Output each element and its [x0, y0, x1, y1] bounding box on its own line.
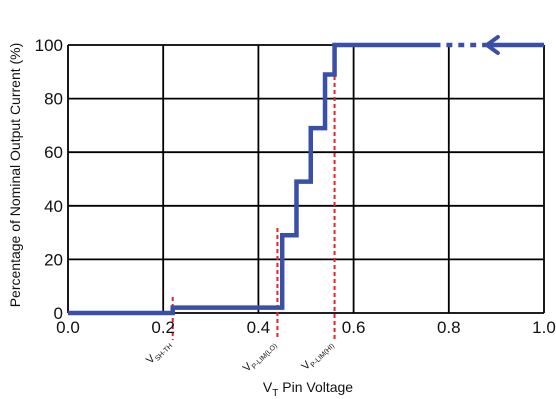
- series-group: [68, 35, 544, 316]
- y-tick-label: 20: [44, 250, 63, 269]
- marker-annotations: VSH-TH VP-LIM(LO) VP-LIM(HI): [144, 338, 337, 376]
- grid-lines: [67, 44, 545, 314]
- x-tick-label: 0.6: [342, 318, 366, 337]
- x-tick-labels: 0.0 0.2 0.4 0.6 0.8 1.0: [56, 318, 556, 337]
- y-tick-label: 100: [35, 36, 63, 55]
- dash-gap: [464, 41, 471, 49]
- y-tick-label: 0: [54, 304, 63, 323]
- x-tick-label: 0.2: [151, 318, 175, 337]
- dash-gap: [440, 41, 447, 49]
- marker-label: VP-LIM(HI): [300, 338, 337, 375]
- y-axis-label: Percentage of Nominal Output Current (%): [7, 43, 23, 308]
- x-axis-label: VT Pin Voltage: [263, 379, 353, 399]
- y-tick-label: 60: [44, 143, 63, 162]
- marker-label: VSH-TH: [144, 338, 174, 368]
- marker-label: VP-LIM(LO): [241, 338, 279, 376]
- y-tick-labels: 0 20 40 60 80 100: [35, 36, 63, 323]
- x-tick-label: 0.8: [437, 318, 461, 337]
- x-tick-label: 0.0: [56, 318, 80, 337]
- series-line: [68, 42, 544, 316]
- arrow-head: [483, 35, 500, 55]
- x-tick-label: 1.0: [532, 318, 556, 337]
- y-tick-label: 40: [44, 197, 63, 216]
- threshold-markers: [171, 76, 336, 340]
- y-tick-label: 80: [44, 90, 63, 109]
- dash-gap: [452, 41, 459, 49]
- x-tick-label: 0.4: [247, 318, 271, 337]
- dash-gap: [476, 41, 483, 49]
